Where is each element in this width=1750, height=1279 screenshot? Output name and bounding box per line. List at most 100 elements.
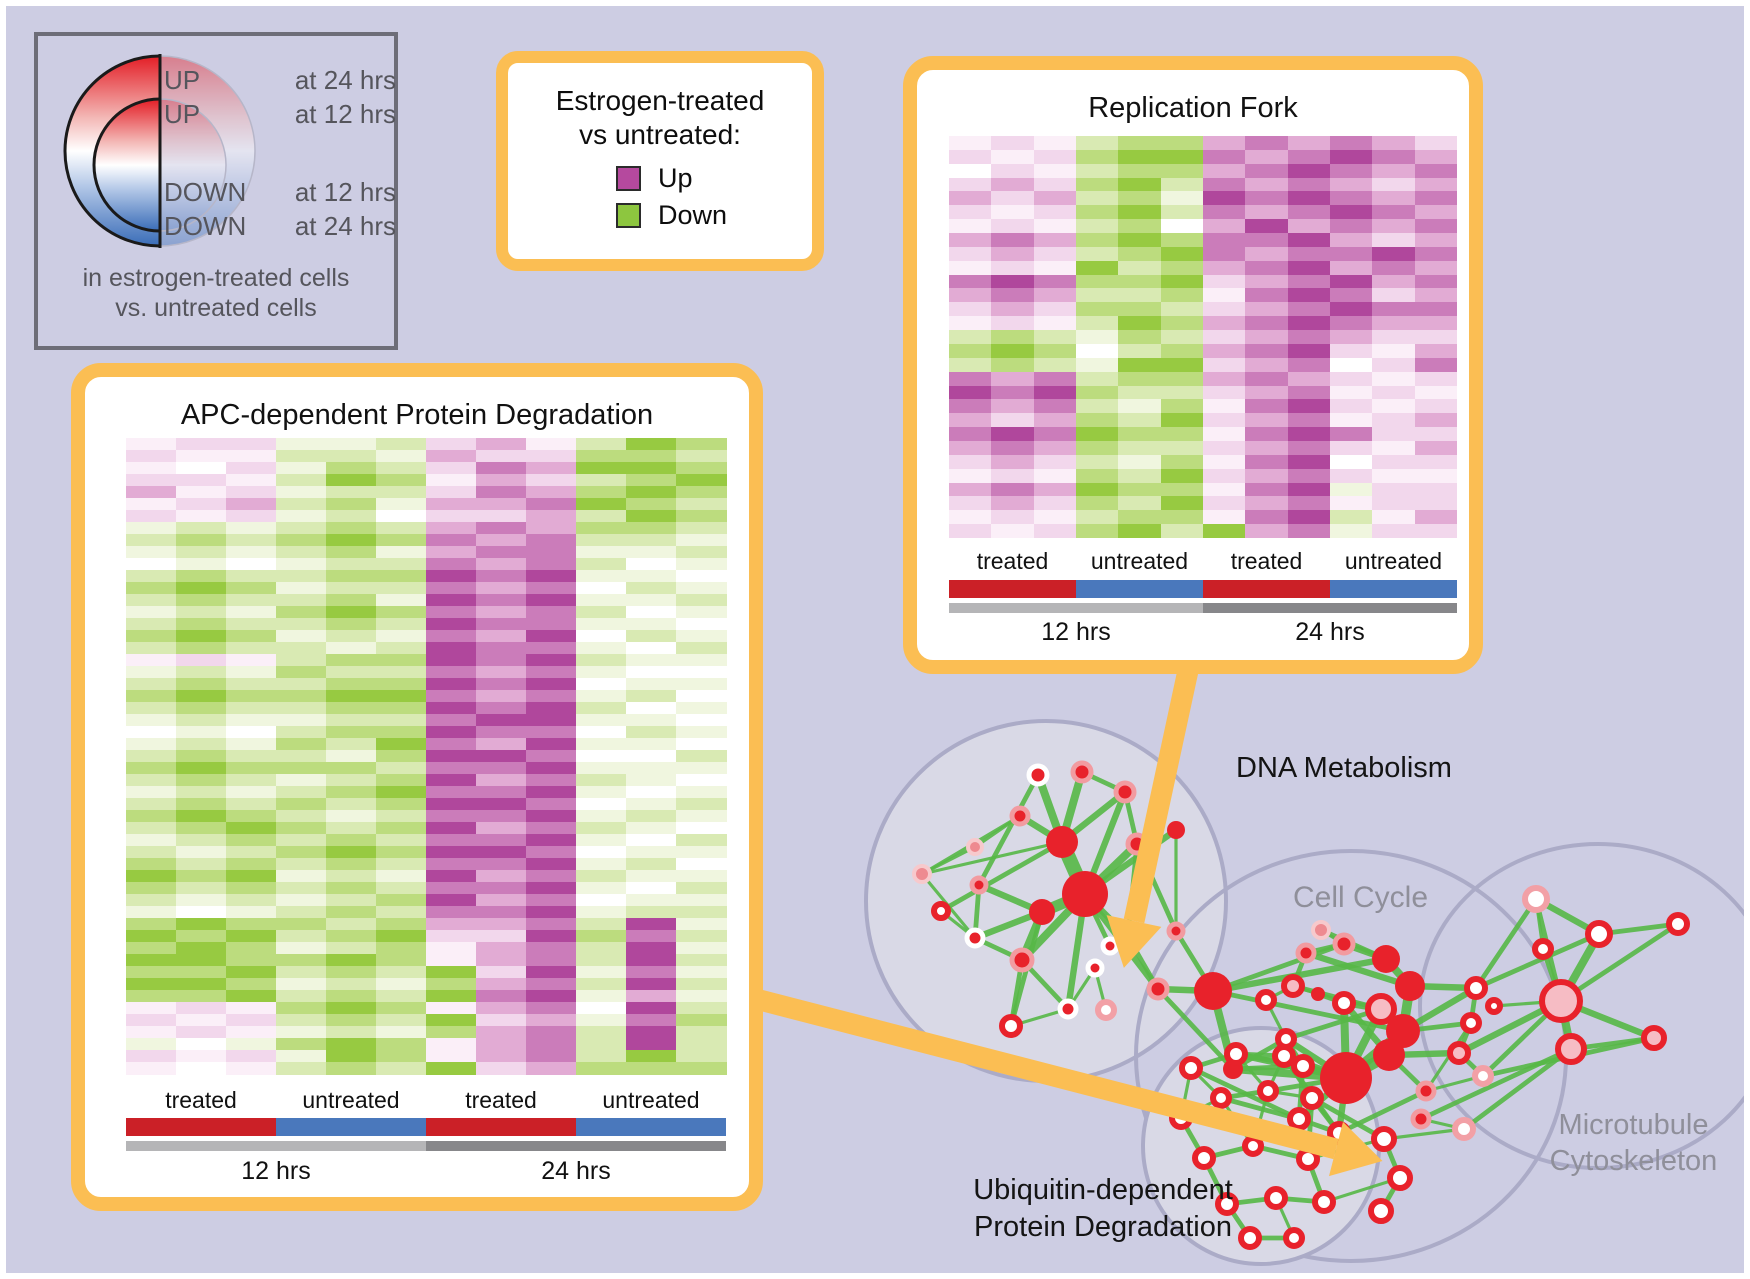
heatmap-cell [676, 714, 727, 727]
heatmap-cell [426, 726, 477, 739]
heatmap-cell [1203, 454, 1246, 470]
heatmap-cell [576, 546, 627, 559]
network-node [1666, 912, 1690, 936]
heatmap-cell [276, 498, 327, 511]
heatmap-cell [126, 726, 177, 739]
heatmap-cell [1033, 427, 1077, 442]
heatmap-cell [226, 786, 277, 799]
heatmap-cell [1076, 260, 1119, 276]
heatmap-cell [126, 690, 177, 703]
heatmap-cell [1203, 191, 1246, 206]
heatmap-cell [1076, 205, 1119, 220]
heatmap-cell [676, 1038, 727, 1051]
heatmap-cell [1372, 510, 1416, 525]
heatmap-cell [226, 762, 277, 775]
heatmap-cell [576, 582, 627, 595]
heatmap-cell [1245, 427, 1289, 442]
heatmap-cell [276, 546, 327, 559]
heatmap-cell [326, 1026, 377, 1039]
heatmap-cell [1414, 399, 1458, 414]
heatmap-cell [991, 524, 1035, 539]
heatmap-cell [676, 870, 727, 883]
heatmap-cell [626, 942, 677, 955]
apc-untreated-bar-2 [576, 1118, 726, 1136]
heatmap-cell [526, 894, 577, 907]
heatmap-cell [1203, 246, 1246, 262]
cluster-label-ubiquitin: Ubiquitin-dependent Protein Degradation [953, 1172, 1253, 1246]
heatmap-cell [1203, 149, 1246, 165]
heatmap-cell [376, 474, 427, 487]
heatmap-cell [126, 762, 177, 775]
heatmap-cell [991, 468, 1035, 484]
heatmap-cell [426, 642, 477, 655]
network-node [1311, 987, 1325, 1001]
heatmap-cell [176, 618, 227, 631]
heatmap-cell [226, 534, 277, 547]
heatmap-cell [1414, 191, 1458, 206]
heatmap-cell [476, 738, 527, 751]
heatmap-cell [526, 798, 577, 811]
heatmap-cell [676, 450, 727, 463]
heatmap-cell [1118, 136, 1162, 151]
heatmap-cell [1118, 440, 1162, 456]
heatmap-cell [1076, 496, 1119, 511]
heatmap-cell [476, 654, 527, 667]
heatmap-cell [476, 846, 527, 859]
heatmap-cell [476, 594, 527, 607]
heatmap-cell [626, 678, 677, 691]
heatmap-cell [426, 534, 477, 547]
heatmap-cell [949, 399, 992, 414]
heatmap-cell [426, 1062, 477, 1075]
heatmap-cell [1330, 427, 1373, 442]
heatmap-cell [1033, 482, 1077, 497]
heatmap-cell [1330, 260, 1373, 276]
heatmap-cell [576, 1038, 627, 1051]
heatmap-cell [676, 978, 727, 991]
heatmap-cell [1160, 510, 1204, 525]
heatmap-cell [526, 990, 577, 1003]
heatmap-cell [1033, 219, 1077, 234]
heatmap-cell [1203, 330, 1246, 345]
heatmap-cell [126, 990, 177, 1003]
heatmap-cell [376, 786, 427, 799]
network-node [912, 864, 932, 884]
heatmap-cell [476, 558, 527, 571]
heatmap-cell [376, 1026, 427, 1039]
heatmap-cell [1245, 233, 1289, 248]
heatmap-cell [1245, 246, 1289, 262]
heatmap-cell [126, 702, 177, 715]
heatmap-cell [526, 954, 577, 967]
heatmap-cell [1287, 496, 1331, 511]
heatmap-cell [626, 438, 677, 451]
network-edge [1322, 1176, 1402, 1204]
heatmap-cell [126, 966, 177, 979]
heatmap-cell [1076, 399, 1119, 414]
heatmap-cell [1203, 496, 1246, 511]
heatmap-cell [176, 558, 227, 571]
heatmap-cell [326, 738, 377, 751]
heatmap-cell [176, 978, 227, 991]
heatmap-cell [276, 966, 327, 979]
heatmap-cell [326, 714, 377, 727]
heatmap-cell [1245, 357, 1289, 373]
heatmap-cell [326, 894, 377, 907]
heatmap-cell [426, 762, 477, 775]
heatmap-cell [949, 524, 992, 539]
network-edge [1188, 1065, 1302, 1122]
heatmap-cell [176, 990, 227, 1003]
heatmap-cell [576, 906, 627, 919]
heatmap-cell [476, 834, 527, 847]
heatmap-cell [476, 690, 527, 703]
heatmap-cell [676, 618, 727, 631]
heatmap-cell [226, 474, 277, 487]
network-node [1368, 1198, 1394, 1224]
heatmap-cell [226, 990, 277, 1003]
heatmap-cell [1372, 399, 1416, 414]
heatmap-cell [126, 558, 177, 571]
heatmap-cell [376, 798, 427, 811]
heatmap-cell [1414, 524, 1458, 539]
heatmap-cell [126, 918, 177, 931]
heatmap-cell [476, 462, 527, 475]
heatmap-cell [1330, 191, 1373, 206]
heatmap-cell [1330, 149, 1373, 165]
